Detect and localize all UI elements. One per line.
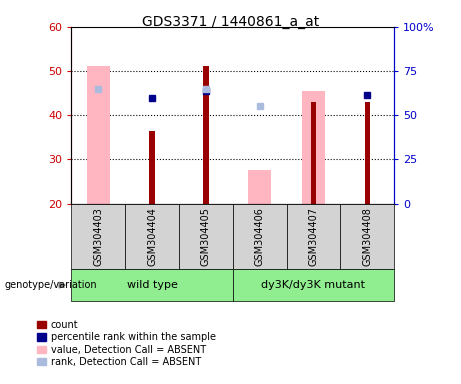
Bar bbox=[302, 91, 325, 204]
Text: wild type: wild type bbox=[127, 280, 177, 290]
Bar bbox=[87, 66, 110, 204]
Bar bbox=[340, 204, 394, 269]
Bar bbox=[365, 102, 370, 204]
Text: GSM304403: GSM304403 bbox=[93, 207, 103, 266]
Text: GSM304405: GSM304405 bbox=[201, 207, 211, 266]
Bar bbox=[125, 204, 179, 269]
Text: GSM304407: GSM304407 bbox=[308, 207, 319, 266]
Bar bbox=[203, 66, 208, 204]
Text: GDS3371 / 1440861_a_at: GDS3371 / 1440861_a_at bbox=[142, 15, 319, 29]
Bar bbox=[248, 170, 271, 204]
Text: genotype/variation: genotype/variation bbox=[5, 280, 97, 290]
Bar bbox=[179, 204, 233, 269]
Text: GSM304404: GSM304404 bbox=[147, 207, 157, 266]
Bar bbox=[233, 204, 287, 269]
Text: GSM304406: GSM304406 bbox=[254, 207, 265, 266]
Text: dy3K/dy3K mutant: dy3K/dy3K mutant bbox=[261, 280, 366, 290]
Bar bbox=[311, 102, 316, 204]
Bar bbox=[71, 204, 125, 269]
Bar bbox=[71, 269, 233, 301]
Bar bbox=[149, 131, 155, 204]
Bar bbox=[287, 204, 340, 269]
Text: GSM304408: GSM304408 bbox=[362, 207, 372, 266]
Bar bbox=[233, 269, 394, 301]
Legend: count, percentile rank within the sample, value, Detection Call = ABSENT, rank, : count, percentile rank within the sample… bbox=[37, 320, 216, 367]
